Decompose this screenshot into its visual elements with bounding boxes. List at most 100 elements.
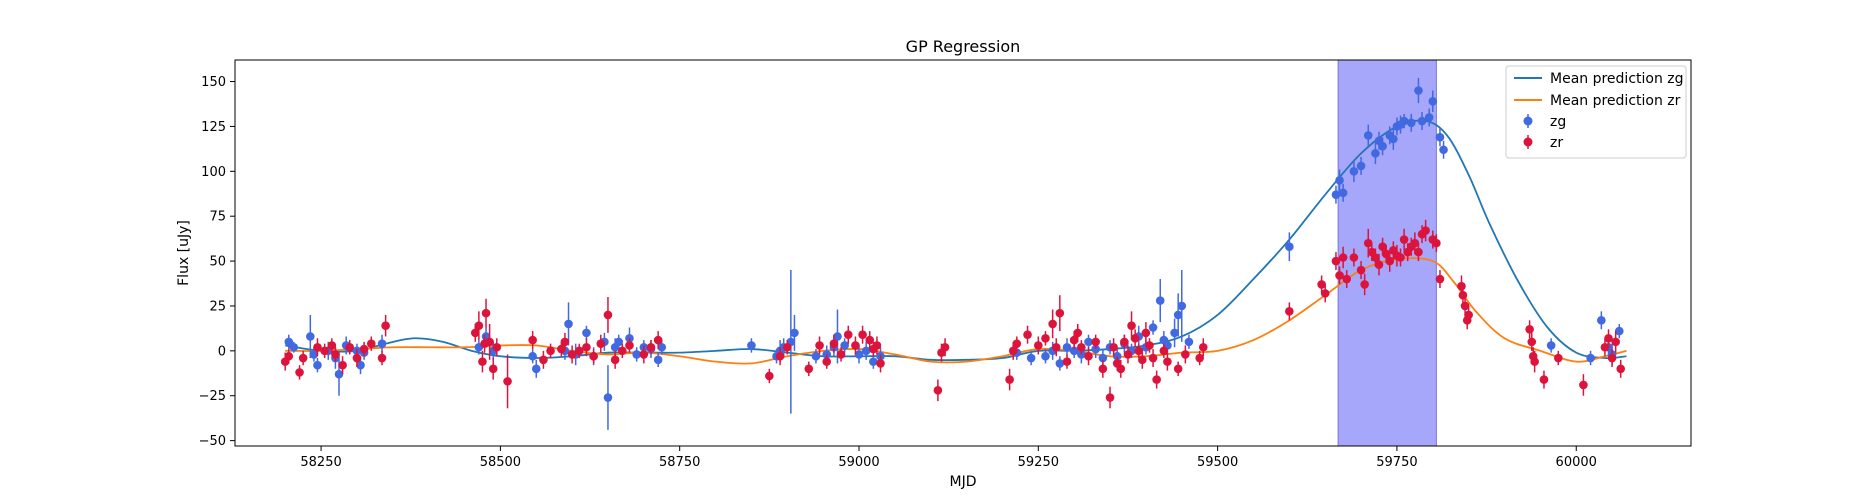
legend-label-zr: zr: [1550, 135, 1563, 151]
data-point-zg: [1597, 311, 1606, 330]
data-point-zr: [1414, 243, 1423, 262]
data-point-zr: [1320, 284, 1330, 303]
data-point-zr: [567, 345, 577, 364]
data-point-zr: [1360, 273, 1369, 296]
data-point-zg: [1546, 338, 1556, 353]
data-point-zg: [1363, 124, 1373, 147]
data-point-zg: [869, 354, 878, 369]
data-point-zr: [1138, 350, 1147, 369]
data-point-zr: [596, 334, 606, 353]
data-point-zr: [345, 340, 355, 355]
data-point-zr: [1579, 374, 1588, 396]
data-point-zr: [1616, 359, 1626, 378]
y-tick-label: 75: [209, 210, 226, 225]
data-point-zg: [1335, 169, 1344, 192]
data-point-zr: [1145, 338, 1154, 353]
prediction-lines: [285, 119, 1627, 365]
data-point-zr: [331, 347, 340, 362]
data-point-zr: [765, 368, 774, 384]
data-point-zr: [1127, 311, 1136, 341]
data-point-zg: [657, 340, 667, 355]
x-tick-label: 59000: [838, 455, 879, 470]
data-point-zg: [1349, 160, 1359, 183]
plot-frame: [234, 59, 1692, 447]
x-axis-label: MJD: [950, 474, 977, 490]
data-points: [280, 77, 1626, 430]
x-tick-label: 59250: [1018, 455, 1059, 470]
data-point-zg: [790, 314, 799, 351]
legend-label-zg-prediction: Mean prediction zg: [1550, 71, 1684, 87]
data-point-zg: [603, 365, 613, 430]
chart-title: GP Regression: [906, 37, 1021, 56]
data-point-zr: [804, 361, 814, 376]
data-point-zr: [858, 325, 867, 344]
data-point-zg: [1417, 112, 1427, 131]
data-point-zr: [1048, 309, 1057, 339]
data-point-zr: [1012, 336, 1022, 351]
legend-marker-zg: [1523, 114, 1533, 128]
data-point-zr: [1611, 331, 1620, 353]
y-axis-label: Flux [uJy]: [176, 220, 192, 286]
data-point-zr: [1084, 347, 1093, 366]
data-point-zr: [1464, 305, 1473, 324]
data-point-zr: [1130, 329, 1140, 348]
data-point-zr: [1385, 250, 1395, 272]
data-point-zg: [1026, 350, 1036, 366]
data-point-zg: [1062, 338, 1072, 357]
data-point-zg: [1041, 349, 1050, 364]
legend-label-zr-prediction: Mean prediction zr: [1550, 93, 1681, 109]
data-point-zg: [1285, 232, 1294, 262]
data-point-zg: [854, 345, 864, 364]
data-point-zr: [851, 336, 860, 355]
data-point-zr: [1331, 252, 1341, 271]
data-point-zg: [1155, 279, 1165, 323]
data-point-zr: [1163, 352, 1172, 371]
data-point-zr: [1317, 275, 1326, 294]
data-point-zr: [1432, 234, 1441, 253]
data-point-zg: [1331, 185, 1341, 204]
data-point-zg: [313, 358, 322, 373]
data-point-zr: [940, 338, 950, 357]
data-point-zr: [1005, 368, 1014, 391]
data-point-zr: [782, 340, 792, 355]
data-point-zr: [639, 345, 649, 364]
data-point-zr: [539, 350, 548, 369]
data-point-zg: [531, 359, 541, 378]
y-tick-label: 25: [209, 299, 226, 314]
data-point-zr: [1338, 246, 1348, 269]
data-point-zr: [618, 343, 627, 359]
data-point-zg: [1184, 334, 1194, 350]
data-point-zg: [1428, 90, 1438, 113]
data-point-zr: [1034, 336, 1043, 355]
y-tick-label: 100: [201, 165, 226, 180]
data-point-zr: [1123, 345, 1133, 364]
data-point-zr: [1023, 325, 1032, 344]
data-point-zr: [488, 358, 498, 380]
y-tick-label: −50: [199, 434, 226, 449]
data-point-zg: [1586, 350, 1595, 366]
data-point-zg: [377, 334, 387, 353]
data-point-zr: [1173, 361, 1183, 376]
data-point-zr: [865, 331, 875, 350]
data-point-zr: [352, 349, 362, 368]
data-point-zg: [528, 349, 537, 364]
data-point-zr: [1604, 329, 1613, 348]
data-point-zg: [1406, 113, 1416, 132]
data-point-zr: [1098, 359, 1108, 378]
data-point-zr: [481, 298, 491, 328]
data-point-zr: [1349, 248, 1359, 267]
data-point-zg: [632, 347, 641, 362]
data-point-zr: [298, 350, 308, 366]
data-point-zg: [1378, 137, 1387, 156]
data-point-zr: [1073, 323, 1083, 342]
data-point-zr: [1435, 270, 1445, 289]
data-point-zr: [1159, 343, 1169, 359]
data-point-zr: [876, 354, 885, 373]
data-point-zr: [1198, 338, 1208, 357]
data-point-zr: [815, 336, 824, 355]
data-point-zg: [1356, 156, 1366, 175]
data-point-zr: [1374, 253, 1384, 276]
data-point-zr: [872, 336, 882, 355]
data-point-zr: [1539, 370, 1549, 389]
plot-area: [234, 59, 1692, 447]
